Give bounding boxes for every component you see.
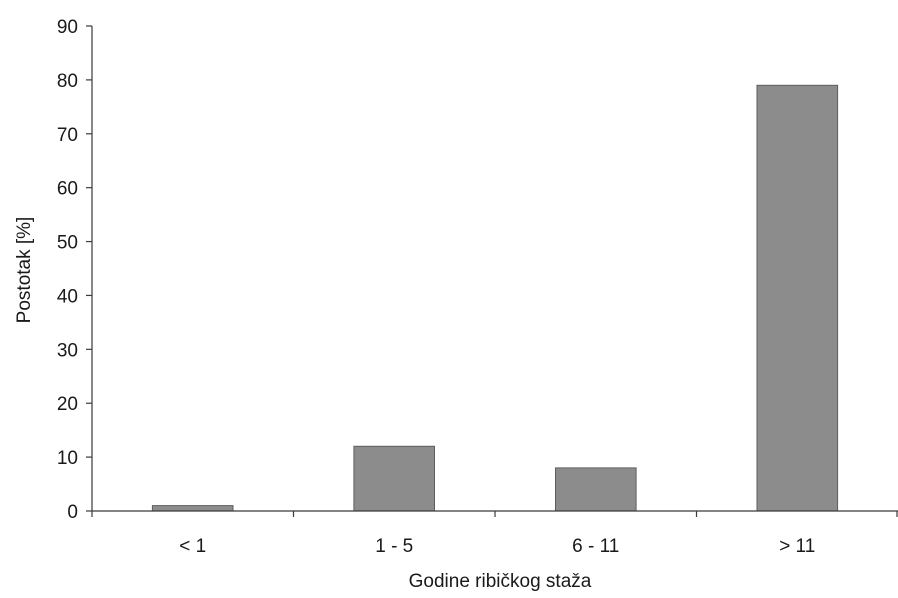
y-tick-label-2: 20	[57, 394, 78, 415]
y-axis: 0 10 20 30 40 50 60 70 80 90	[57, 17, 93, 523]
x-axis: < 1 1 - 5 6 - 11 > 11	[91, 510, 898, 557]
y-tick-label-1: 10	[57, 448, 78, 469]
bar-1	[353, 445, 435, 512]
bars-group	[151, 84, 839, 512]
y-tick-label-7: 70	[57, 125, 78, 146]
y-tick-label-5: 50	[57, 233, 78, 254]
y-axis-title: Postotak [%]	[14, 217, 35, 324]
y-tick-label-9: 90	[57, 17, 78, 38]
y-tick-label-4: 40	[57, 286, 78, 307]
y-tick-label-6: 60	[57, 179, 78, 200]
bar-2	[555, 467, 637, 512]
y-tick-label-0: 0	[67, 502, 78, 523]
x-axis-title: Godine ribičkog staža	[409, 571, 592, 592]
bar-0	[151, 505, 234, 512]
y-tick-label-8: 80	[57, 71, 78, 92]
x-tick-label-2: 6 - 11	[572, 536, 619, 557]
x-tick-label-0: < 1	[179, 536, 206, 557]
x-tick-label-3: > 11	[779, 536, 815, 557]
bar-3	[756, 84, 839, 512]
x-tick-label-1: 1 - 5	[375, 536, 413, 557]
y-tick-label-3: 30	[57, 340, 78, 361]
